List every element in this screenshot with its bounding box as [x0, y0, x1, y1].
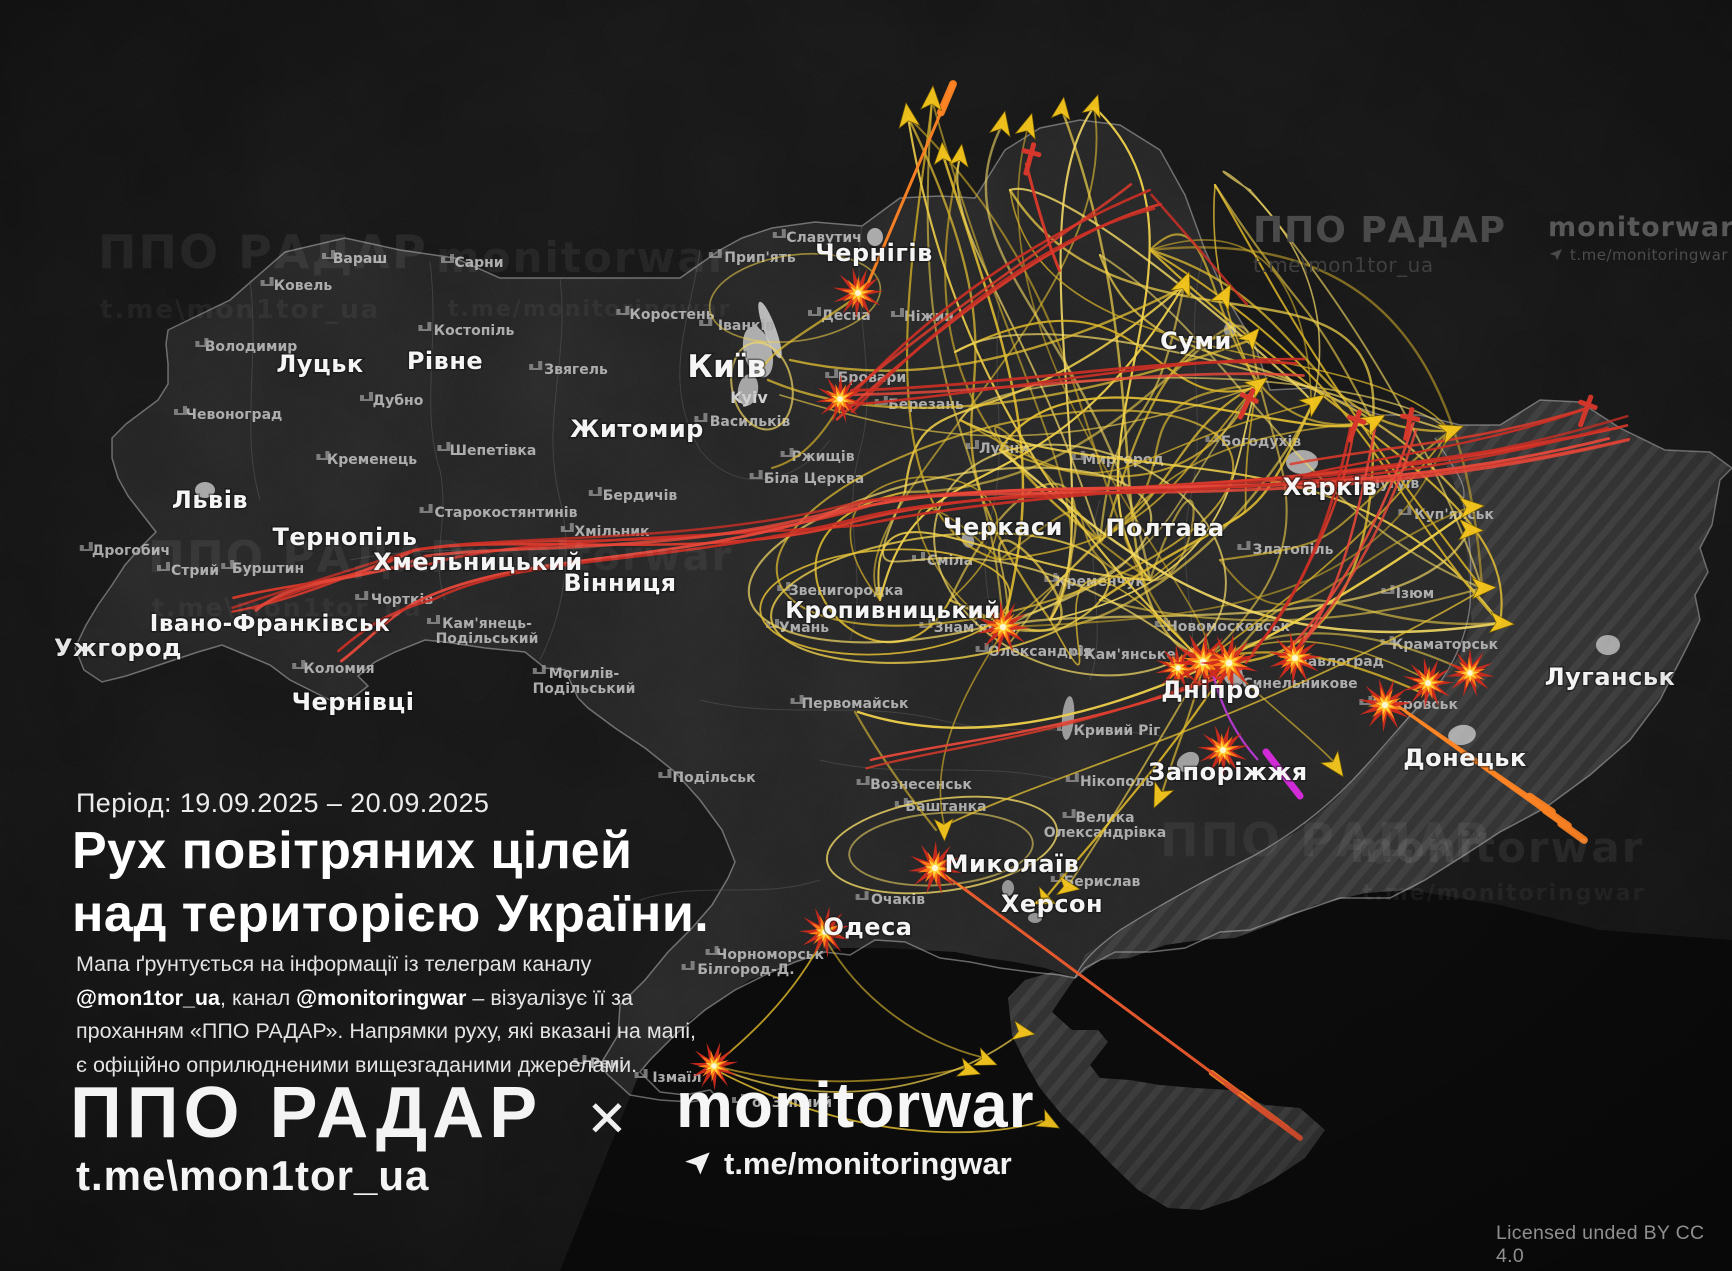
title-line-1: Рух повітряних цілей: [72, 822, 633, 880]
description-line: Мапа ґрунтується на інформації із телегр…: [76, 952, 592, 976]
description-line: проханням «ППО РАДАР». Напрямки руху, як…: [76, 1019, 696, 1043]
brand-monitorwar: monitorwar: [676, 1069, 1035, 1141]
telegram-plane-icon: [1549, 249, 1562, 261]
watermark-ppo-radar-handle: t.me\mon1tor_ua: [1253, 253, 1434, 277]
period-label: Період: 19.09.2025 – 20.09.2025: [76, 788, 490, 818]
watermark-monitorwar-name: monitorwar: [1548, 212, 1732, 243]
watermark-monitorwar-handle-text: t.me/monitoringwar: [1570, 246, 1729, 264]
watermark-ppo-radar-name: ППО РАДАР: [1253, 210, 1506, 251]
watermark-ppo-radar: ППО РАДАР t.me\mon1tor_ua: [1253, 210, 1506, 277]
telegram-plane-icon: [685, 1152, 710, 1175]
description-line: @mon1tor_ua, канал @monitoringwar – візу…: [76, 985, 633, 1010]
license-label: Licensed unded BY CC 4.0: [1496, 1222, 1705, 1267]
watermark-monitorwar: monitorwar t.me/monitoringwar: [1548, 212, 1732, 264]
brand-separator-icon: ✕: [586, 1090, 628, 1148]
description-line: є офіційно оприлюдненими вищезгаданими д…: [76, 1052, 638, 1077]
page-title: Рух повітряних цілей над територією Укра…: [72, 820, 709, 946]
watermark-monitorwar-handle: t.me/monitoringwar: [1548, 246, 1732, 264]
brand-ppo-radar: ППО РАДАР: [70, 1073, 543, 1153]
title-line-2: над територією України.: [72, 885, 710, 943]
brand-monitorwar-handle-text: t.me/monitoringwar: [724, 1146, 1012, 1181]
brand-monitorwar-handle: t.me/monitoringwar: [682, 1146, 1012, 1182]
brand-ppo-radar-handle: t.me\mon1tor_ua: [76, 1152, 430, 1199]
description: Мапа ґрунтується на інформації із телегр…: [76, 948, 696, 1082]
